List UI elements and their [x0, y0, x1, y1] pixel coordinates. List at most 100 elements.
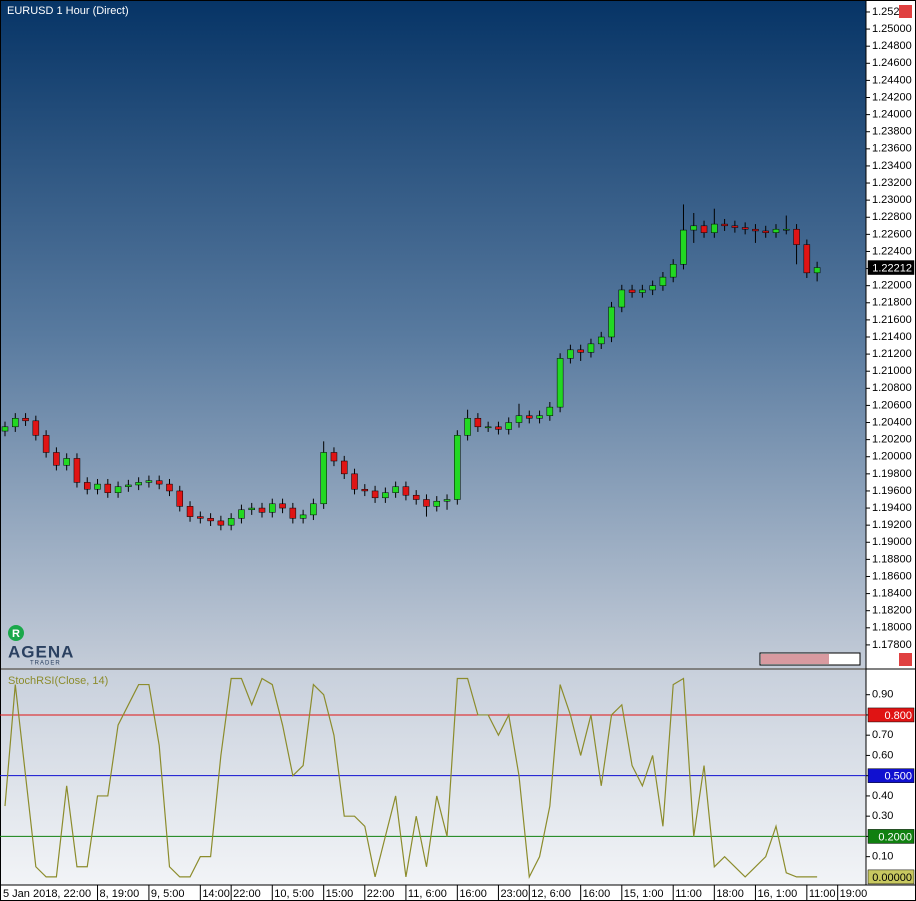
candle-body	[649, 285, 656, 291]
candle-body	[238, 509, 245, 519]
y-tick-label: 1.19400	[872, 502, 912, 514]
x-tick-label: 11:00	[675, 888, 702, 900]
candle-body	[454, 435, 461, 500]
y-tick-label: 0.10	[872, 851, 893, 863]
candle-body	[63, 458, 70, 466]
indicator	[0, 677, 866, 879]
candle-body	[135, 482, 142, 486]
badge	[8, 625, 24, 641]
x-tick-label: 5 Jan 2018, 22:00	[3, 888, 91, 900]
candle-body	[1, 426, 9, 432]
y-tick-label: 1.19200	[872, 519, 912, 531]
candle-body	[813, 267, 821, 274]
last-price-bg	[867, 260, 915, 275]
candle-body	[793, 228, 800, 245]
candle-body	[669, 264, 677, 278]
candle-body	[125, 484, 132, 487]
candle-body	[340, 460, 348, 475]
candles	[1, 204, 821, 531]
candle-body	[248, 507, 255, 511]
candle-body	[166, 483, 173, 492]
y-tick-label: 1.18400	[872, 587, 912, 599]
candle-body	[53, 452, 60, 466]
candle-body	[567, 349, 574, 359]
logo: AGENA	[8, 642, 74, 661]
candle-body	[351, 473, 358, 490]
candle-body	[330, 452, 338, 462]
candle-body	[32, 420, 40, 436]
y-tick-label: 1.19600	[872, 485, 912, 497]
y-tick-label: 1.20200	[872, 434, 912, 446]
candle-body	[382, 492, 389, 499]
candle-body	[752, 228, 759, 232]
candle-body	[536, 415, 543, 419]
y-tick-label: 1.23400	[872, 160, 912, 172]
candle-body	[320, 452, 327, 505]
zoom-button[interactable]	[899, 5, 912, 18]
y-tick-label: 1.22600	[872, 228, 912, 240]
candle-body	[587, 343, 595, 353]
axes: 1.17800 1.18000 1.18200 1.18400 1.18600 1.188…	[3, 6, 915, 901]
zoom-button[interactable]	[899, 653, 912, 666]
y-tick-label: 1.22400	[872, 245, 912, 257]
candle-body	[217, 520, 225, 526]
candle-body	[186, 506, 194, 517]
candle-body	[690, 225, 698, 231]
y-tick-label: 0.30	[872, 810, 893, 822]
x-tick-label: 15, 1:00	[624, 888, 664, 900]
x-tick-label: 16:00	[459, 888, 487, 900]
candle-body	[526, 415, 533, 419]
price-panel	[0, 0, 866, 668]
candle-body	[279, 503, 286, 509]
y-tick-label: 1.252	[872, 6, 900, 18]
candle-body	[12, 417, 19, 428]
candle-body	[505, 422, 512, 430]
candle-body	[176, 490, 184, 507]
y-tick-label: 1.20600	[872, 399, 912, 411]
y-tick-label: 1.21200	[872, 348, 912, 360]
x-tick-label: 16:00	[583, 888, 611, 900]
level-label: 0.2000	[878, 831, 912, 843]
candle-body	[711, 223, 718, 233]
y-tick-label: 1.20400	[872, 416, 912, 428]
candle-body	[145, 480, 153, 483]
last-value: 0.00000	[872, 872, 912, 884]
y-tick-label: 1.18800	[872, 553, 912, 565]
candle-body	[94, 483, 101, 490]
candle-body	[443, 499, 451, 502]
chart-title: EURUSD 1 Hour (Direct)	[7, 5, 129, 17]
candle-body	[731, 225, 739, 228]
y-tick-label: 1.23800	[872, 126, 912, 138]
y-tick-label: 1.25000	[872, 23, 912, 35]
candle-body	[104, 483, 112, 493]
y-tick-label: 1.19000	[872, 536, 912, 548]
level-label-bg	[867, 829, 915, 844]
level-label-bg	[867, 768, 915, 783]
y-tick-label: 1.21800	[872, 297, 912, 309]
candle-body	[269, 503, 276, 513]
level-label: 0.800	[884, 710, 912, 722]
candle-body	[639, 289, 646, 293]
candle-body	[741, 227, 749, 230]
y-tick-label: 1.20000	[872, 451, 912, 463]
candle-body	[310, 503, 317, 516]
candle-body	[721, 223, 728, 227]
candle-body	[412, 494, 420, 500]
candle-body	[618, 289, 626, 308]
y-tick-label: 1.24200	[872, 91, 912, 103]
x-tick-label: 22:00	[233, 888, 261, 900]
candle-body	[371, 490, 379, 499]
candle-body	[484, 426, 492, 429]
x-tick-label: 12, 6:00	[531, 888, 571, 900]
y-tick-label: 1.18200	[872, 605, 912, 617]
scrollbar-thumb[interactable]	[761, 654, 829, 664]
candle-body	[772, 228, 780, 233]
y-tick-label: 1.19800	[872, 468, 912, 480]
x-tick-label: 9, 5:00	[151, 888, 185, 900]
y-tick-label: 1.23000	[872, 194, 912, 206]
last-value-bg	[867, 869, 915, 885]
level-label: 0.500	[884, 771, 912, 783]
candle-body	[227, 518, 235, 526]
y-tick-label: 1.20800	[872, 382, 912, 394]
y-tick-label: 1.18600	[872, 570, 912, 582]
